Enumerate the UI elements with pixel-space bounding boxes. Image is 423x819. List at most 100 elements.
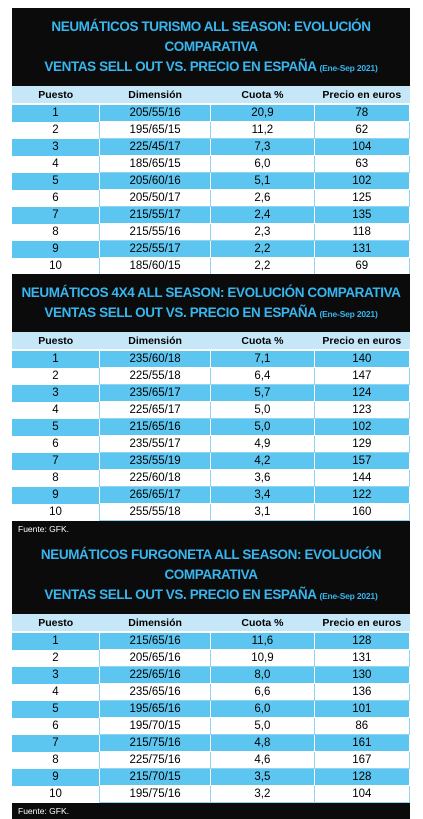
table-cell: 2 xyxy=(12,121,100,139)
table-cell: 6,0 xyxy=(210,700,315,718)
table-cell: 3 xyxy=(12,666,100,684)
table-cell: 4,8 xyxy=(210,734,315,752)
table-cell: 215/55/16 xyxy=(98,223,212,241)
table-row: 5 195/65/16 6,0 101 xyxy=(12,700,411,718)
table-row: 7 215/55/17 2,4 135 xyxy=(12,206,411,224)
table-row: 3 225/65/16 8,0 130 xyxy=(12,666,411,684)
table-cell: 4 xyxy=(12,155,100,173)
table-cell: 215/65/16 xyxy=(98,631,212,650)
table-cell: 9 xyxy=(12,486,100,504)
source-note: Fuente: GFK. xyxy=(12,521,410,537)
table-cell: 3 xyxy=(12,138,100,156)
source-note: Fuente: GFK. xyxy=(12,803,410,819)
header-row: Puesto Dimensión Cuota % Precio en euros xyxy=(12,614,410,633)
table-cell: 205/55/16 xyxy=(98,103,212,122)
table-cell: 8 xyxy=(12,751,100,769)
table-cell: 4 xyxy=(12,683,100,701)
table-cell: 195/70/15 xyxy=(98,717,212,735)
title-line: VENTAS SELL OUT VS. PRECIO EN ESPAÑA xyxy=(44,587,317,602)
table-cell: 125 xyxy=(313,189,411,207)
table-row: 8 215/55/16 2,3 118 xyxy=(12,223,411,241)
title-line: VENTAS SELL OUT VS. PRECIO EN ESPAÑA (En… xyxy=(16,57,406,78)
table-cell: 128 xyxy=(313,631,411,650)
table-row: 10 195/75/16 3,2 104 xyxy=(12,785,411,803)
column-header: Precio en euros xyxy=(314,332,410,351)
table-cell: 7 xyxy=(12,452,100,470)
table-cell: 3 xyxy=(12,384,100,402)
table-cell: 10 xyxy=(12,503,100,521)
column-header: Puesto xyxy=(12,332,100,351)
column-header: Dimensión xyxy=(99,614,211,633)
table-cell: 131 xyxy=(313,649,411,667)
table-cell: 2,2 xyxy=(210,257,315,275)
table-cell: 9 xyxy=(12,768,100,786)
table-cell: 8 xyxy=(12,469,100,487)
table-cell: 157 xyxy=(313,452,411,470)
table-cell: 225/65/16 xyxy=(98,666,212,684)
table-title: NEUMÁTICOS 4X4 ALL SEASON: EVOLUCIÓN COM… xyxy=(12,274,410,332)
title-line: NEUMÁTICOS FURGONETA ALL SEASON: EVOLUCI… xyxy=(40,547,382,582)
data-table: Puesto Dimensión Cuota % Precio en euros 1 20… xyxy=(12,86,411,275)
table-cell: 225/60/18 xyxy=(98,469,212,487)
table-cell: 225/55/17 xyxy=(98,240,212,258)
title-line: NEUMÁTICOS 4X4 ALL SEASON: EVOLUCIÓN COM… xyxy=(21,285,401,300)
table-cell: 122 xyxy=(313,486,411,504)
title-note: (Ene-Sep 2021) xyxy=(319,591,378,601)
table-cell: 6,4 xyxy=(210,367,315,385)
table-cell: 205/60/16 xyxy=(98,172,212,190)
table-row: 1 205/55/16 20,9 78 xyxy=(12,103,411,122)
column-header: Cuota % xyxy=(210,86,315,105)
table-cell: 205/50/17 xyxy=(98,189,212,207)
table-title: NEUMÁTICOS FURGONETA ALL SEASON: EVOLUCI… xyxy=(12,536,410,614)
table-cell: 185/60/15 xyxy=(98,257,212,275)
table-cell: 128 xyxy=(313,768,411,786)
table-cell: 6,6 xyxy=(210,683,315,701)
table-row: 6 205/50/17 2,6 125 xyxy=(12,189,411,207)
table-cell: 215/55/17 xyxy=(98,206,212,224)
table-cell: 161 xyxy=(313,734,411,752)
table-cell: 86 xyxy=(313,717,411,735)
table-cell: 205/65/16 xyxy=(98,649,212,667)
table-cell: 255/55/18 xyxy=(98,503,212,521)
table-cell: 102 xyxy=(313,172,411,190)
table-cell: 7 xyxy=(12,734,100,752)
column-header: Cuota % xyxy=(210,614,315,633)
table-cell: 2,6 xyxy=(210,189,315,207)
table-cell: 11,2 xyxy=(210,121,315,139)
table-cell: 7,3 xyxy=(210,138,315,156)
column-header: Precio en euros xyxy=(314,614,410,633)
table-cell: 69 xyxy=(313,257,411,275)
table-row: 9 225/55/17 2,2 131 xyxy=(12,240,411,258)
table-cell: 8 xyxy=(12,223,100,241)
table-cell: 265/65/17 xyxy=(98,486,212,504)
table-row: 5 215/65/16 5,0 102 xyxy=(12,418,411,436)
table-cell: 5 xyxy=(12,418,100,436)
table-cell: 4,6 xyxy=(210,751,315,769)
table-cell: 235/55/19 xyxy=(98,452,212,470)
table-row: 8 225/60/18 3,6 144 xyxy=(12,469,411,487)
header-row: Puesto Dimensión Cuota % Precio en euros xyxy=(12,86,410,105)
table-cell: 5 xyxy=(12,700,100,718)
table-cell: 5,7 xyxy=(210,384,315,402)
title-line: VENTAS SELL OUT VS. PRECIO EN ESPAÑA xyxy=(44,59,317,74)
table-row: 4 235/65/16 6,6 136 xyxy=(12,683,411,701)
table-cell: 8,0 xyxy=(210,666,315,684)
table-cell: 3,5 xyxy=(210,768,315,786)
table-cell: 101 xyxy=(313,700,411,718)
table-cell: 235/65/17 xyxy=(98,384,212,402)
table-cell: 5 xyxy=(12,172,100,190)
table-cell: 6 xyxy=(12,435,100,453)
table-title: NEUMÁTICOS TURISMO ALL SEASON: EVOLUCIÓN… xyxy=(12,8,410,86)
table-cell: 235/60/18 xyxy=(98,349,212,368)
title-note: (Ene-Sep 2021) xyxy=(319,309,378,319)
table-cell: 225/45/17 xyxy=(98,138,212,156)
table-cell: 62 xyxy=(313,121,411,139)
table-row: 2 195/65/15 11,2 62 xyxy=(12,121,411,139)
table-cell: 167 xyxy=(313,751,411,769)
table-cell: 140 xyxy=(313,349,411,368)
table-cell: 5,0 xyxy=(210,418,315,436)
column-header: Dimensión xyxy=(99,332,211,351)
table-cell: 225/75/16 xyxy=(98,751,212,769)
table-cell: 225/55/18 xyxy=(98,367,212,385)
